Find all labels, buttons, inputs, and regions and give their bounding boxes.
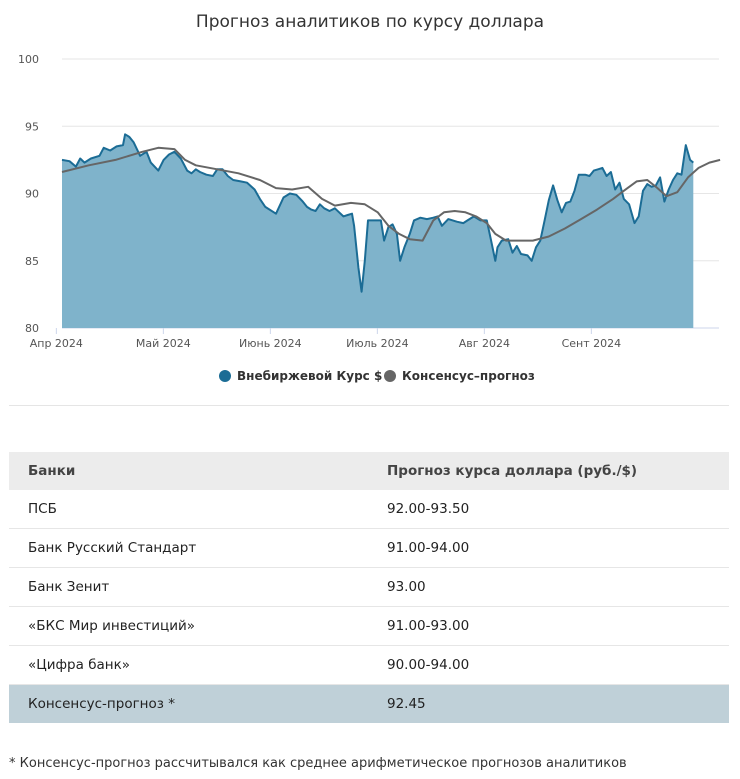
x-tick-label: Сент 2024 bbox=[562, 337, 622, 350]
table-row: ПСБ 92.00-93.50 bbox=[9, 490, 729, 529]
footnote: * Консенсус-прогноз рассчитывался как ср… bbox=[9, 756, 627, 771]
series-line-otc-rate[interactable] bbox=[61, 133, 694, 293]
table-row: «Цифра банк» 90.00-94.00 bbox=[9, 645, 729, 685]
bank-name: «Цифра банк» bbox=[9, 645, 368, 685]
y-tick-label: 100 bbox=[18, 53, 39, 66]
x-tick-label: Июль 2024 bbox=[346, 337, 409, 350]
y-tick-label: 95 bbox=[25, 120, 39, 133]
legend-item-consensus[interactable]: Консенсус–прогноз bbox=[384, 369, 535, 383]
bank-forecast: 91.00-93.00 bbox=[368, 606, 729, 646]
bank-name: Банк Зенит bbox=[9, 567, 368, 607]
header-banks: Банки bbox=[9, 452, 368, 490]
x-tick-label: Авг 2024 bbox=[459, 337, 510, 350]
series-layer bbox=[61, 133, 721, 328]
legend-label: Внебиржевой Курс $ bbox=[237, 369, 382, 383]
table-row: Банк Зенит 93.00 bbox=[9, 567, 729, 607]
table-header-row: Банки Прогноз курса доллара (руб./$) bbox=[9, 452, 729, 490]
x-tick-label: Май 2024 bbox=[136, 337, 191, 350]
bank-name: «БКС Мир инвестиций» bbox=[9, 606, 368, 646]
chart-plot: 80 85 90 95 100 Апр 2024 Май 2024 Июнь 2024 Июль… bbox=[18, 53, 721, 383]
consensus-value: 92.45 bbox=[368, 684, 729, 723]
legend-marker-icon bbox=[219, 370, 231, 382]
consensus-label: Консенсус-прогноз * bbox=[9, 684, 368, 723]
consensus-row: Консенсус-прогноз * 92.45 bbox=[9, 684, 729, 723]
legend-marker-icon bbox=[384, 370, 396, 382]
x-tick-label: Июнь 2024 bbox=[239, 337, 302, 350]
legend[interactable]: Внебиржевой Курс $ Консенсус–прогноз bbox=[219, 369, 535, 383]
axis-labels: 80 85 90 95 100 Апр 2024 Май 2024 Июнь 2024 Июль… bbox=[18, 53, 621, 350]
series-area-fill bbox=[62, 134, 694, 328]
bank-forecast: 93.00 bbox=[368, 567, 729, 607]
bank-name: Банк Русский Стандарт bbox=[9, 528, 368, 568]
y-tick-label: 85 bbox=[25, 255, 39, 268]
y-tick-label: 90 bbox=[25, 188, 39, 201]
forecast-table: Банки Прогноз курса доллара (руб./$) ПСБ… bbox=[9, 452, 729, 723]
legend-item-otc-rate[interactable]: Внебиржевой Курс $ bbox=[219, 369, 382, 383]
bank-forecast: 90.00-94.00 bbox=[368, 645, 729, 685]
bank-forecast: 92.00-93.50 bbox=[368, 490, 729, 529]
table-row: Банк Русский Стандарт 91.00-94.00 bbox=[9, 528, 729, 568]
chart-title: Прогноз аналитиков по курсу доллара bbox=[195, 12, 545, 32]
header-forecast: Прогноз курса доллара (руб./$) bbox=[368, 452, 729, 490]
separator bbox=[9, 405, 729, 406]
y-tick-label: 80 bbox=[25, 322, 39, 335]
x-tick-label: Апр 2024 bbox=[30, 337, 83, 350]
bank-name: ПСБ bbox=[9, 490, 368, 529]
table-row: «БКС Мир инвестиций» 91.00-93.00 bbox=[9, 606, 729, 646]
bank-forecast: 91.00-94.00 bbox=[368, 528, 729, 568]
legend-label: Консенсус–прогноз bbox=[402, 369, 535, 383]
series-line-consensus[interactable] bbox=[61, 146, 721, 242]
chart-container: Прогноз аналитиков по курсу доллара 80 85… bbox=[18, 12, 721, 383]
